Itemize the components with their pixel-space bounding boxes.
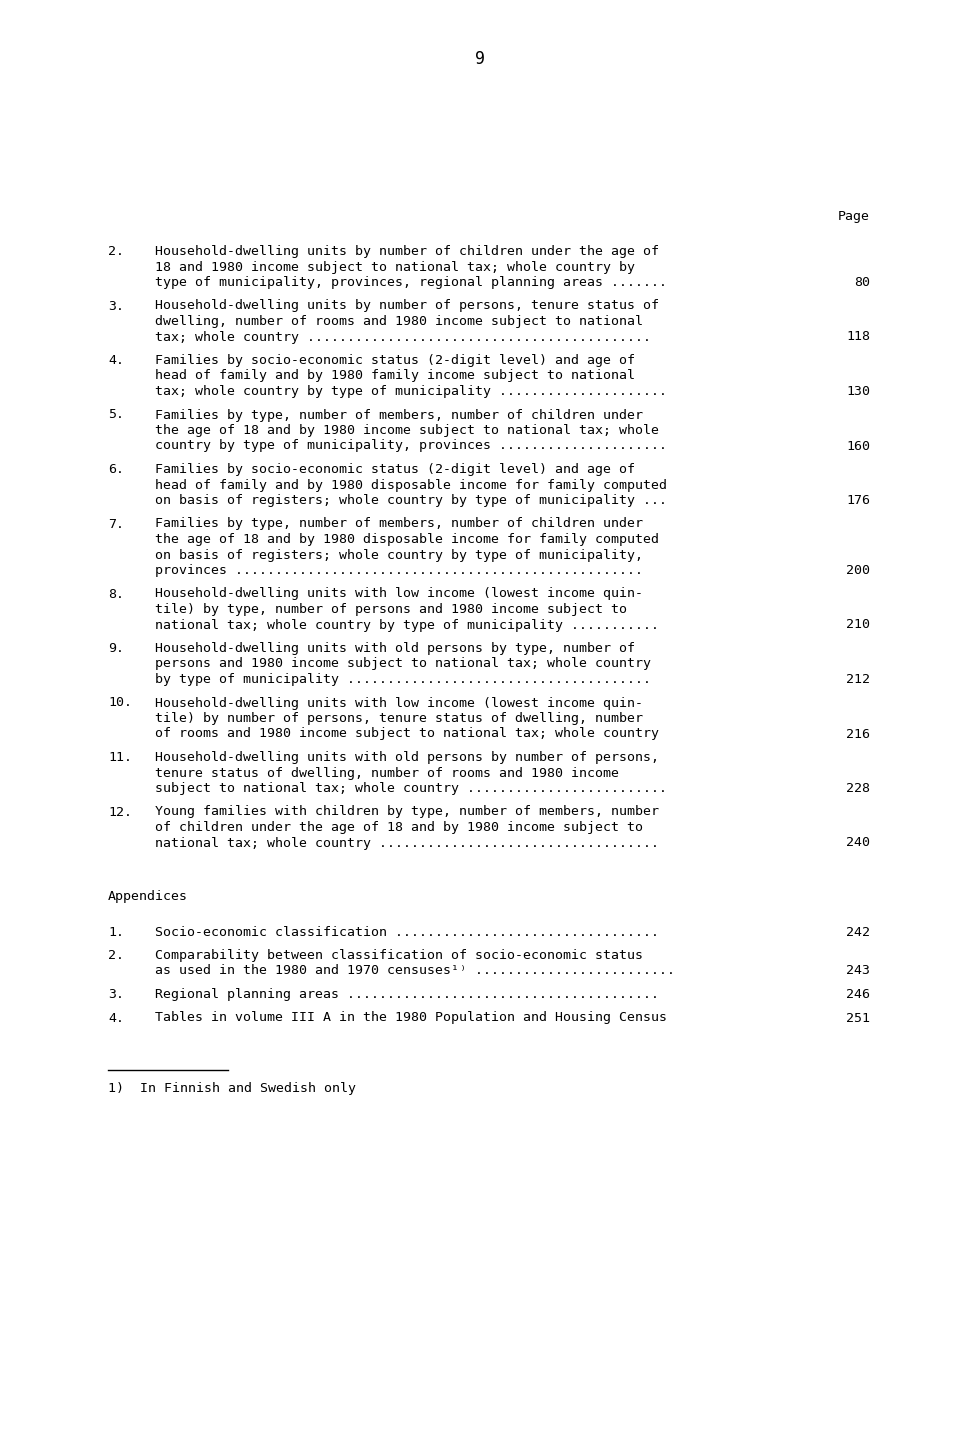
Text: 2.: 2. xyxy=(108,244,124,257)
Text: country by type of municipality, provinces .....................: country by type of municipality, provinc… xyxy=(155,440,667,453)
Text: 9: 9 xyxy=(475,50,485,68)
Text: Household-dwelling units with low income (lowest income quin-: Household-dwelling units with low income… xyxy=(155,588,643,601)
Text: Regional planning areas .......................................: Regional planning areas ................… xyxy=(155,988,659,1001)
Text: Household-dwelling units by number of persons, tenure status of: Household-dwelling units by number of pe… xyxy=(155,299,659,312)
Text: 2.: 2. xyxy=(108,949,124,962)
Text: 10.: 10. xyxy=(108,696,132,709)
Text: subject to national tax; whole country .........................: subject to national tax; whole country .… xyxy=(155,782,667,795)
Text: 1)  In Finnish and Swedish only: 1) In Finnish and Swedish only xyxy=(108,1081,356,1094)
Text: Household-dwelling units by number of children under the age of: Household-dwelling units by number of ch… xyxy=(155,244,659,257)
Text: 7.: 7. xyxy=(108,518,124,531)
Text: tenure status of dwelling, number of rooms and 1980 income: tenure status of dwelling, number of roo… xyxy=(155,766,619,779)
Text: the age of 18 and by 1980 income subject to national tax; whole: the age of 18 and by 1980 income subject… xyxy=(155,424,659,437)
Text: national tax; whole country by type of municipality ...........: national tax; whole country by type of m… xyxy=(155,618,659,631)
Text: 242: 242 xyxy=(846,926,870,939)
Text: Young families with children by type, number of members, number: Young families with children by type, nu… xyxy=(155,805,659,818)
Text: 176: 176 xyxy=(846,495,870,508)
Text: 6.: 6. xyxy=(108,463,124,476)
Text: type of municipality, provinces, regional planning areas .......: type of municipality, provinces, regiona… xyxy=(155,276,667,289)
Text: 5.: 5. xyxy=(108,408,124,421)
Text: Families by type, number of members, number of children under: Families by type, number of members, num… xyxy=(155,408,643,421)
Text: 216: 216 xyxy=(846,728,870,741)
Text: Appendices: Appendices xyxy=(108,890,188,903)
Text: the age of 18 and by 1980 disposable income for family computed: the age of 18 and by 1980 disposable inc… xyxy=(155,533,659,546)
Text: 246: 246 xyxy=(846,988,870,1001)
Text: 251: 251 xyxy=(846,1011,870,1024)
Text: Household-dwelling units with low income (lowest income quin-: Household-dwelling units with low income… xyxy=(155,696,643,709)
Text: 9.: 9. xyxy=(108,641,124,654)
Text: Families by socio-economic status (2-digit level) and age of: Families by socio-economic status (2-dig… xyxy=(155,354,635,367)
Text: of children under the age of 18 and by 1980 income subject to: of children under the age of 18 and by 1… xyxy=(155,821,643,834)
Text: 80: 80 xyxy=(854,276,870,289)
Text: dwelling, number of rooms and 1980 income subject to national: dwelling, number of rooms and 1980 incom… xyxy=(155,315,643,328)
Text: 12.: 12. xyxy=(108,805,132,818)
Text: tile) by number of persons, tenure status of dwelling, number: tile) by number of persons, tenure statu… xyxy=(155,712,643,725)
Text: 3.: 3. xyxy=(108,988,124,1001)
Text: of rooms and 1980 income subject to national tax; whole country: of rooms and 1980 income subject to nati… xyxy=(155,728,659,741)
Text: 200: 200 xyxy=(846,564,870,577)
Text: 160: 160 xyxy=(846,440,870,453)
Text: 243: 243 xyxy=(846,965,870,978)
Text: on basis of registers; whole country by type of municipality ...: on basis of registers; whole country by … xyxy=(155,495,667,508)
Text: 118: 118 xyxy=(846,331,870,344)
Text: 3.: 3. xyxy=(108,299,124,312)
Text: 4.: 4. xyxy=(108,354,124,367)
Text: 130: 130 xyxy=(846,385,870,398)
Text: by type of municipality ......................................: by type of municipality ................… xyxy=(155,673,651,686)
Text: 18 and 1980 income subject to national tax; whole country by: 18 and 1980 income subject to national t… xyxy=(155,260,635,273)
Text: 11.: 11. xyxy=(108,751,132,764)
Text: Socio-economic classification .................................: Socio-economic classification ..........… xyxy=(155,926,659,939)
Text: 210: 210 xyxy=(846,618,870,631)
Text: on basis of registers; whole country by type of municipality,: on basis of registers; whole country by … xyxy=(155,548,643,561)
Text: head of family and by 1980 family income subject to national: head of family and by 1980 family income… xyxy=(155,370,635,383)
Text: 8.: 8. xyxy=(108,588,124,601)
Text: Page: Page xyxy=(838,210,870,223)
Text: 212: 212 xyxy=(846,673,870,686)
Text: 240: 240 xyxy=(846,837,870,850)
Text: 4.: 4. xyxy=(108,1011,124,1024)
Text: Household-dwelling units with old persons by type, number of: Household-dwelling units with old person… xyxy=(155,641,635,654)
Text: tile) by type, number of persons and 1980 income subject to: tile) by type, number of persons and 198… xyxy=(155,603,627,615)
Text: Families by type, number of members, number of children under: Families by type, number of members, num… xyxy=(155,518,643,531)
Text: Household-dwelling units with old persons by number of persons,: Household-dwelling units with old person… xyxy=(155,751,659,764)
Text: national tax; whole country ...................................: national tax; whole country ............… xyxy=(155,837,659,850)
Text: Comparability between classification of socio-economic status: Comparability between classification of … xyxy=(155,949,643,962)
Text: 228: 228 xyxy=(846,782,870,795)
Text: Families by socio-economic status (2-digit level) and age of: Families by socio-economic status (2-dig… xyxy=(155,463,635,476)
Text: tax; whole country ...........................................: tax; whole country .....................… xyxy=(155,331,651,344)
Text: head of family and by 1980 disposable income for family computed: head of family and by 1980 disposable in… xyxy=(155,479,667,492)
Text: as used in the 1980 and 1970 censuses¹⁾ .........................: as used in the 1980 and 1970 censuses¹⁾ … xyxy=(155,965,675,978)
Text: persons and 1980 income subject to national tax; whole country: persons and 1980 income subject to natio… xyxy=(155,657,651,670)
Text: provinces ...................................................: provinces ..............................… xyxy=(155,564,643,577)
Text: tax; whole country by type of municipality .....................: tax; whole country by type of municipali… xyxy=(155,385,667,398)
Text: Tables in volume III A in the 1980 Population and Housing Census: Tables in volume III A in the 1980 Popul… xyxy=(155,1011,667,1024)
Text: 1.: 1. xyxy=(108,926,124,939)
